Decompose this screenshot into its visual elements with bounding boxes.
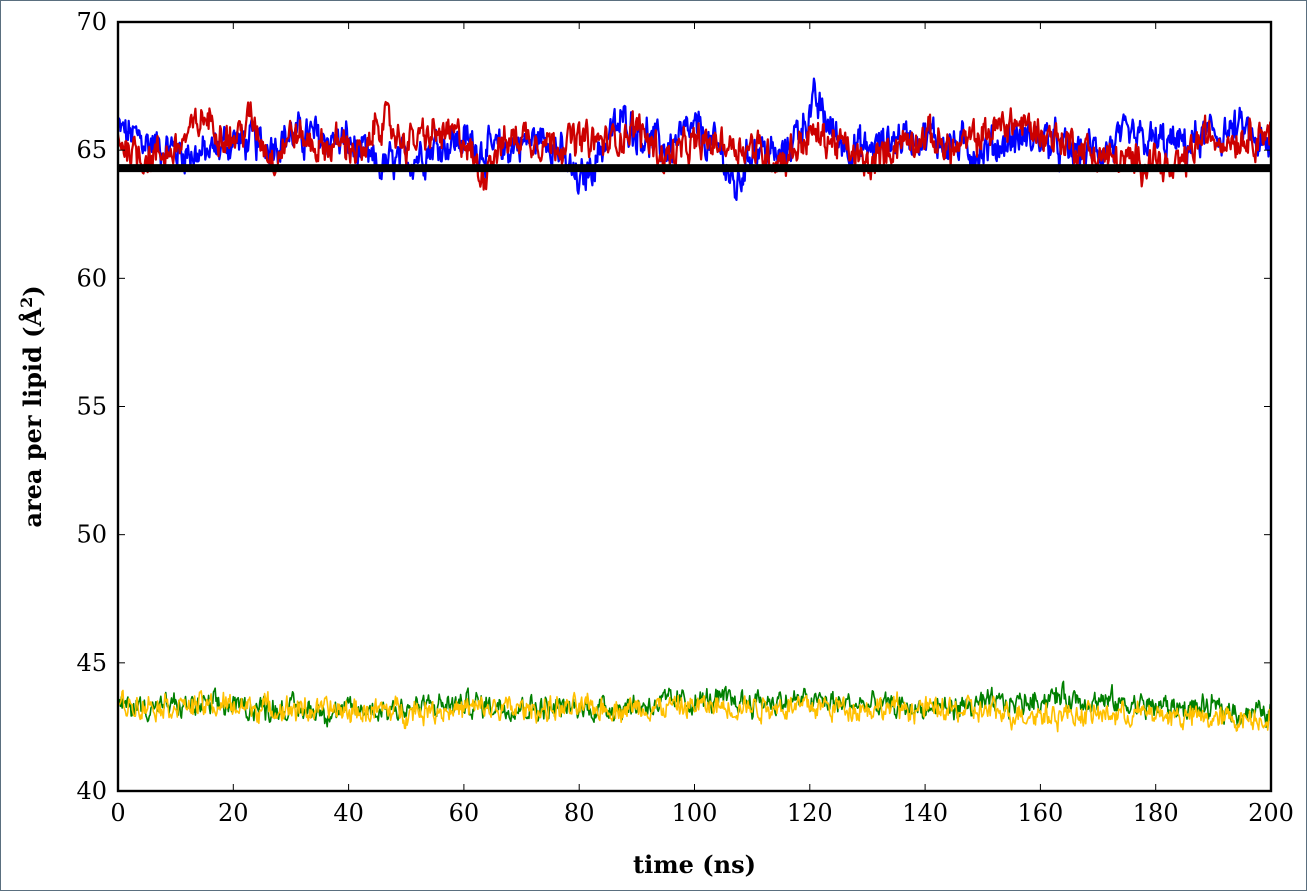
y-tick-label: 70 xyxy=(76,8,107,36)
x-tick-label: 60 xyxy=(449,799,480,827)
x-tick-label: 160 xyxy=(1017,799,1063,827)
series-line-1 xyxy=(118,77,1271,202)
x-tick-label: 20 xyxy=(218,799,249,827)
series-line-2 xyxy=(118,100,1271,191)
series-layer xyxy=(118,77,1271,733)
y-tick-label: 50 xyxy=(76,521,107,549)
series-line-4 xyxy=(118,689,1271,733)
x-tick-label: 100 xyxy=(672,799,718,827)
x-tick-label: 200 xyxy=(1248,799,1294,827)
series-line-3 xyxy=(118,680,1271,728)
y-axis-label-close: ) xyxy=(18,285,47,296)
x-tick-label: 140 xyxy=(902,799,948,827)
x-tick-label: 120 xyxy=(787,799,833,827)
y-tick-label: 45 xyxy=(76,649,107,677)
y-axis-label-main: area per lipid (Å xyxy=(18,308,47,528)
x-tick-label: 40 xyxy=(333,799,364,827)
y-axis-label: area per lipid (Å2) xyxy=(17,285,48,527)
y-tick-label: 40 xyxy=(76,777,107,805)
y-tick-label: 65 xyxy=(76,136,107,164)
x-tick-label: 80 xyxy=(564,799,595,827)
y-axis-label-superscript: 2 xyxy=(17,297,36,308)
x-tick-label: 180 xyxy=(1133,799,1179,827)
y-tick-label: 60 xyxy=(76,264,107,292)
tick-label-layer: 0 20 40 60 80 100 120 140 160 180 200 40 45 50 55 60 65 7… xyxy=(76,8,1293,827)
x-axis-label: time (ns) xyxy=(633,850,756,879)
plot-area-border xyxy=(116,20,1273,793)
x-tick-label: 0 xyxy=(110,799,125,827)
y-tick-label: 55 xyxy=(76,393,107,421)
